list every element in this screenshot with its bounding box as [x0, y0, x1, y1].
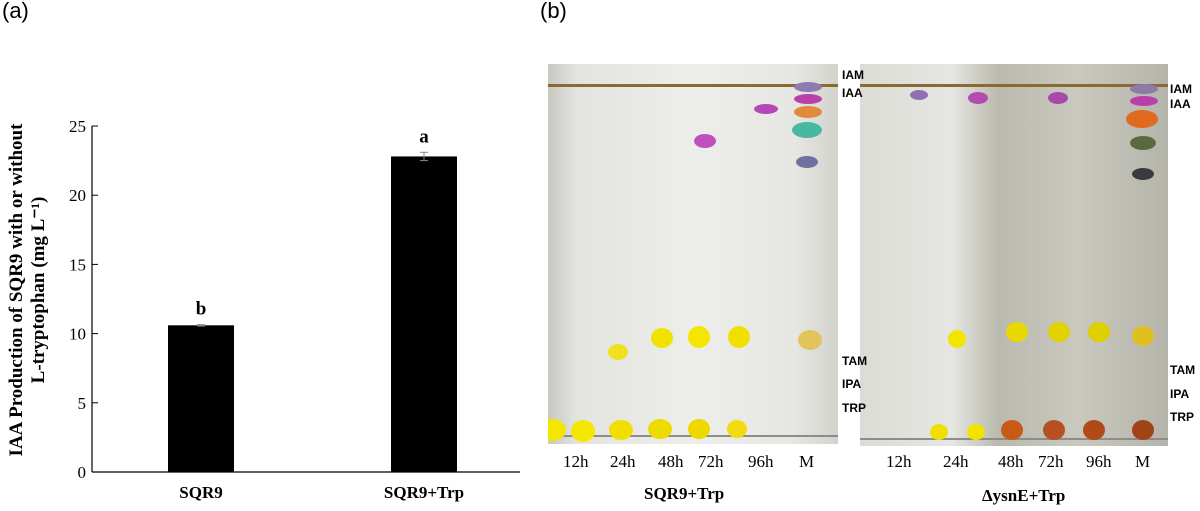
panel-label-b: (b): [540, 0, 567, 23]
marker-spot: [1132, 326, 1154, 346]
tam-spot: [1006, 322, 1028, 342]
trp-spot: [967, 424, 985, 440]
trp-spot: [688, 419, 710, 439]
y-tick-label: 25: [69, 117, 86, 136]
tlc-plate-1: [548, 64, 838, 444]
panel-label-a: (a): [2, 0, 29, 23]
marker-label-tam: TAM: [1170, 363, 1196, 377]
marker-spot: [1130, 136, 1156, 150]
trp-spot: [1083, 420, 1105, 440]
trp-spot: [648, 419, 672, 439]
marker-spot: [1130, 96, 1158, 106]
tam-spot: [728, 326, 750, 348]
iaa-spot: [694, 134, 716, 148]
bar-chart: IAA Production of SQR9 with or without L…: [6, 117, 520, 502]
y-tick-label: 0: [78, 463, 87, 482]
x-category-label: SQR9: [179, 483, 222, 502]
tam-spot: [1088, 322, 1110, 342]
bar: [168, 325, 234, 472]
marker-label-trp: TRP: [1170, 410, 1194, 424]
marker-spot: [798, 330, 822, 350]
marker-label-tam: TAM: [842, 354, 868, 368]
lane-label: M: [799, 452, 815, 471]
lane-label: M: [1135, 452, 1151, 471]
tlc-plate-2: [860, 64, 1168, 446]
marker-label-iaa: IAA: [1170, 97, 1191, 111]
trp-spot: [609, 420, 633, 440]
tam-spot: [1048, 322, 1070, 342]
marker-spot: [794, 106, 822, 118]
lane-label: 96h: [1086, 452, 1112, 471]
lane-label: 72h: [1038, 452, 1064, 471]
y-tick-label: 10: [69, 325, 86, 344]
significance-label: a: [419, 126, 429, 147]
y-axis-label-line2: L-tryptophan (mg L⁻¹): [28, 197, 49, 384]
trp-spot: [571, 420, 595, 442]
solvent-front: [860, 84, 1168, 87]
trp-spot: [930, 424, 948, 440]
lane-label: 24h: [610, 452, 636, 471]
marker-spot: [794, 94, 822, 104]
marker-label-trp: TRP: [842, 401, 866, 415]
y-tick-label: 20: [69, 186, 86, 205]
trp-spot: [548, 419, 566, 441]
marker-spot: [792, 122, 822, 138]
marker-spot: [1130, 84, 1158, 94]
tam-spot: [651, 328, 673, 348]
marker-label-iam: IAM: [842, 68, 864, 82]
solvent-front: [548, 84, 838, 87]
trp-spot: [1001, 420, 1023, 440]
lane-label: 96h: [748, 452, 774, 471]
y-tick-label: 15: [69, 255, 86, 274]
marker-spot: [794, 82, 822, 92]
lane-label: 72h: [698, 452, 724, 471]
marker-label-iaa: IAA: [842, 86, 863, 100]
lane-label: 12h: [886, 452, 912, 471]
y-axis-label-line1: IAA Production of SQR9 with or without: [6, 123, 27, 457]
tam-spot: [688, 326, 710, 348]
plate-title-1: SQR9+Trp: [644, 484, 725, 503]
tam-spot: [608, 344, 628, 360]
significance-label: b: [196, 299, 207, 320]
marker-label-ipa: IPA: [1170, 387, 1190, 401]
iaa-spot: [910, 90, 928, 100]
trp-spot: [1132, 420, 1154, 440]
trp-spot: [1043, 420, 1065, 440]
x-category-label: SQR9+Trp: [384, 483, 464, 502]
bar: [391, 156, 457, 472]
y-tick-label: 5: [78, 394, 87, 413]
tam-spot: [948, 330, 966, 348]
iaa-spot: [754, 104, 778, 114]
iaa-spot: [968, 92, 988, 104]
iaa-spot: [1048, 92, 1068, 104]
lane-label: 48h: [998, 452, 1024, 471]
marker-spot: [796, 156, 818, 168]
marker-spot: [1132, 168, 1154, 180]
marker-label-iam: IAM: [1170, 82, 1192, 96]
lane-label: 48h: [658, 452, 684, 471]
marker-label-ipa: IPA: [842, 377, 862, 391]
lane-label: 12h: [563, 452, 589, 471]
marker-spot: [1126, 110, 1158, 128]
trp-spot: [727, 420, 747, 438]
plate-title-2: ΔysnE+Trp: [982, 486, 1066, 505]
lane-label: 24h: [943, 452, 969, 471]
